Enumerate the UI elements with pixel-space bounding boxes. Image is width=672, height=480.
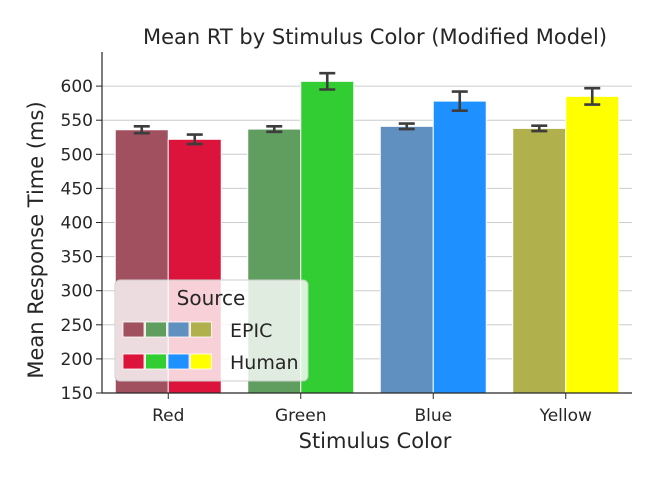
legend-swatch-human-green — [145, 353, 167, 370]
bar-human-green — [300, 80, 355, 394]
error-bars — [133, 71, 601, 146]
x-tick-label-blue: Blue — [414, 406, 452, 426]
y-tick-label-250: 250 — [61, 316, 93, 336]
y-axis-label: Mean Response Time (ms) — [24, 101, 48, 378]
legend-swatch-human-blue — [167, 353, 190, 370]
bar-human-blue — [432, 100, 487, 394]
y-tick-label-500: 500 — [61, 145, 93, 165]
bar-epic-yellow — [512, 127, 567, 394]
legend-swatch-human-yellow — [190, 353, 212, 370]
x-axis-label: Stimulus Color — [299, 429, 452, 453]
x-tick-label-green: Green — [275, 406, 326, 426]
legend-swatch-epic-blue — [167, 321, 190, 338]
y-tick-label-300: 300 — [61, 282, 93, 302]
legend-swatch-epic-green — [145, 321, 167, 338]
x-tick-label-yellow: Yellow — [539, 406, 592, 426]
y-tick-label-600: 600 — [61, 77, 93, 97]
y-tick-label-400: 400 — [61, 214, 93, 234]
chart-title: Mean RT by Stimulus Color (Modified Mode… — [143, 25, 607, 49]
legend-swatches — [122, 321, 212, 370]
y-tick-label-550: 550 — [61, 111, 93, 131]
bar-epic-blue — [379, 125, 434, 394]
y-tick-label-150: 150 — [61, 384, 93, 404]
y-tick-label-200: 200 — [61, 350, 93, 370]
legend-label-human: Human — [230, 352, 299, 374]
legend-swatch-epic-yellow — [190, 321, 212, 338]
bar-human-yellow — [565, 95, 620, 394]
legend-swatch-human-red — [122, 353, 145, 370]
legend-label-epic: EPIC — [230, 320, 272, 342]
tick-labels: 150 200 250 300 350 400 450 500 550 600 Red Green Bl… — [61, 77, 592, 426]
legend-swatch-epic-red — [122, 321, 145, 338]
axes — [96, 52, 632, 399]
y-tick-label-350: 350 — [61, 248, 93, 268]
legend-title: Source — [177, 286, 246, 310]
x-tick-label-red: Red — [152, 406, 184, 426]
legend: Source EPIC Human — [114, 279, 309, 382]
y-tick-label-450: 450 — [61, 179, 93, 199]
